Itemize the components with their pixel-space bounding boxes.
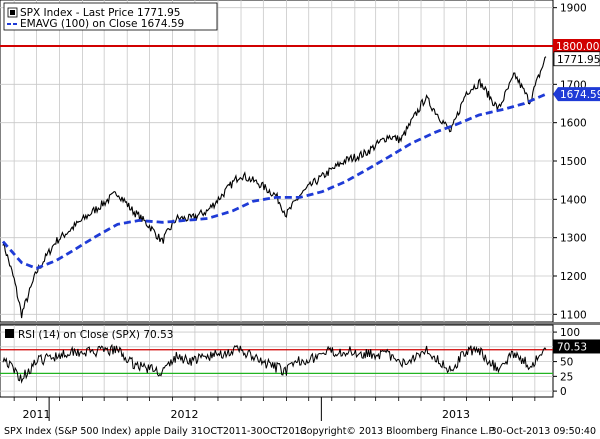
footer-timestamp: 30-Oct-2013 09:50:40 xyxy=(491,426,597,437)
price-y-tick-label: 1200 xyxy=(560,271,587,283)
year-label: 2011 xyxy=(22,408,50,421)
year-label: 2012 xyxy=(170,408,198,421)
last-price-tag: 1771.95 xyxy=(553,51,600,67)
value-tag-label: 1674.59 xyxy=(560,89,600,101)
legend-rsi-label: RSI (14) on Close (SPX) 70.53 xyxy=(18,329,173,341)
ema-last-tag: 1674.59 xyxy=(553,87,600,102)
time-axis: 2011 2012 2013 xyxy=(0,396,553,421)
price-panel: 1100120013001400150016001700180019001800… xyxy=(0,0,600,325)
value-tag-box xyxy=(553,87,600,102)
price-y-tick-label: 1900 xyxy=(560,3,587,15)
rsi-y-tick-label: 100 xyxy=(560,327,580,339)
rsi-legend: RSI (14) on Close (SPX) 70.53 xyxy=(5,329,173,341)
price-y-tick-label: 1100 xyxy=(560,309,587,321)
value-tag-label: 1771.95 xyxy=(557,54,600,66)
value-tag-label: 70.53 xyxy=(557,341,587,353)
legend-price-swatch-fill xyxy=(10,10,15,15)
rsi-y-tick-label: 50 xyxy=(560,357,573,369)
footer-security-description: SPX Index (S&P 500 Index) apple Daily 31… xyxy=(4,426,307,437)
legend-box xyxy=(3,2,218,31)
price-y-tick-label: 1300 xyxy=(560,233,587,245)
legend-ema-label: EMAVG (100) on Close 1674.59 xyxy=(20,18,184,30)
footer: SPX Index (S&P 500 Index) apple Daily 31… xyxy=(4,426,596,437)
value-tag-box xyxy=(553,51,600,67)
rsi-y-tick-label: 0 xyxy=(560,386,567,398)
price-y-tick-label: 1400 xyxy=(560,194,587,206)
price-y-tick-label: 1600 xyxy=(560,118,587,130)
rsi-series-line xyxy=(2,343,547,384)
panel-separator xyxy=(0,322,600,325)
legend-rsi-swatch xyxy=(5,329,14,338)
value-tag-box xyxy=(553,339,600,354)
resistance-tag-box xyxy=(553,39,600,53)
price-y-tick-label: 1500 xyxy=(560,156,587,168)
rsi-panel-frame xyxy=(0,324,554,398)
footer-copyright: Copyright© 2013 Bloomberg Finance L.P. xyxy=(300,426,496,437)
legend-price-label: SPX Index - Last Price 1771.95 xyxy=(20,7,180,19)
rsi-last-tag: 70.53 xyxy=(553,339,600,354)
rsi-y-tick-label: 25 xyxy=(560,371,573,383)
price-series-line xyxy=(2,56,547,319)
year-label: 2013 xyxy=(442,408,470,421)
resistance-tag: 1800.00 xyxy=(553,39,600,53)
resistance-tag-label: 1800.00 xyxy=(556,41,599,53)
ema-series-line xyxy=(1,92,547,270)
